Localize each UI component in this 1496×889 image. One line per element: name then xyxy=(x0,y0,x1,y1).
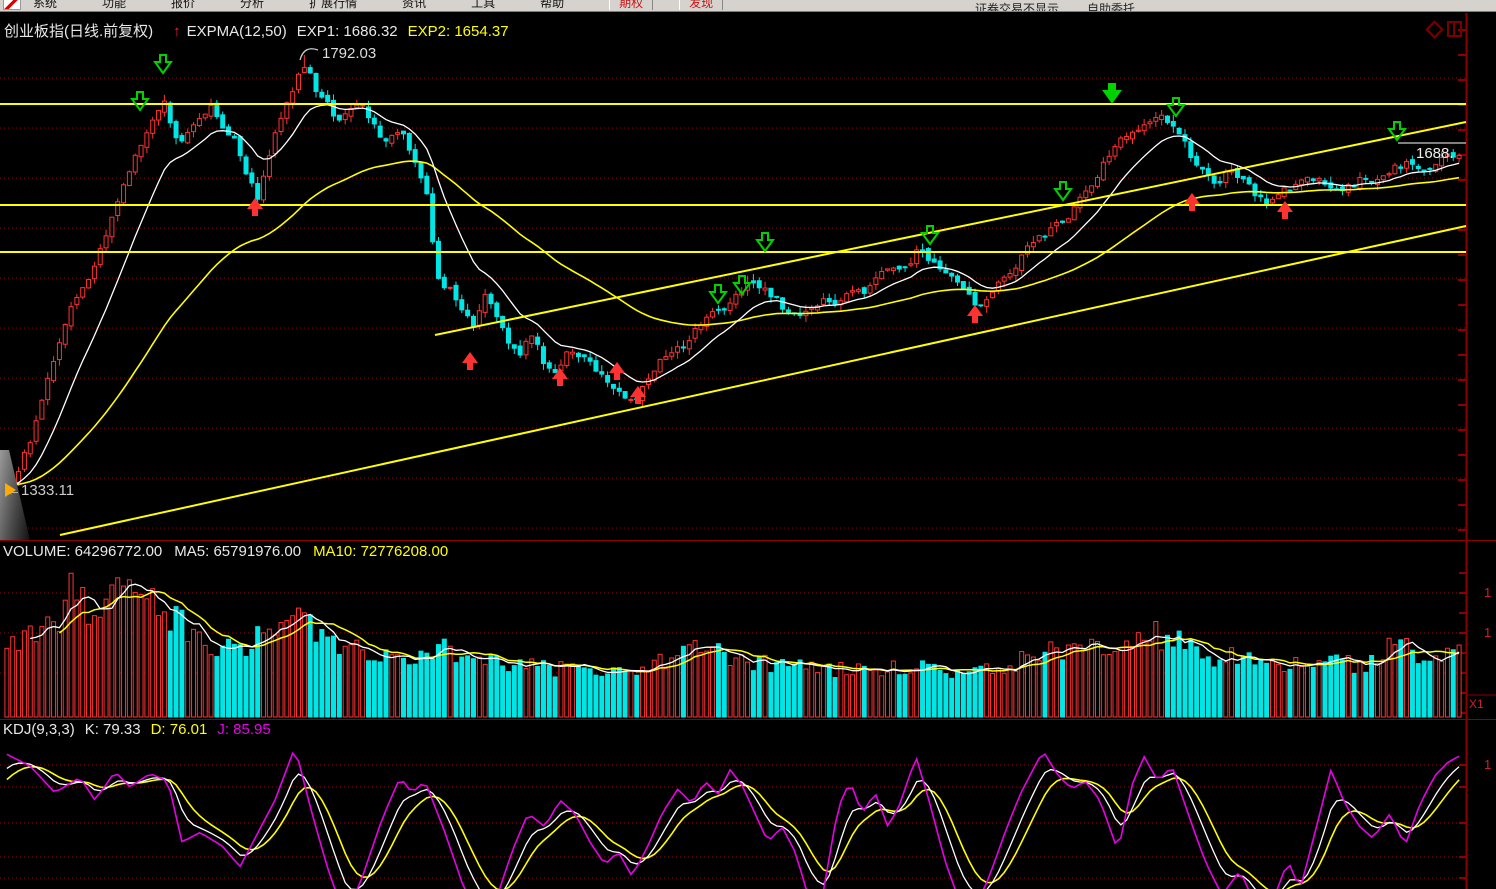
last-price-label: 1688. xyxy=(1416,145,1454,162)
menu-item-期权[interactable]: 期权 xyxy=(609,0,654,10)
volume-axis-label-1: 1 xyxy=(1484,585,1492,600)
symbol-title: 创业板指(日线.前复权) xyxy=(4,23,154,40)
kdj-name[interactable]: KDJ(9,3,3) xyxy=(3,721,75,738)
menu-items: 系统 功能 报价 分析 扩展行情 资讯 工具 帮助 期权 发现 xyxy=(33,0,749,10)
menu-item-系统[interactable]: 系统 xyxy=(33,0,58,10)
window-tool-icon[interactable] xyxy=(1447,21,1462,37)
volume-axis-label-2: 1 xyxy=(1484,625,1492,640)
menu-item-报价[interactable]: 报价 xyxy=(171,0,196,10)
volume-header: VOLUME: 64296772.00 MA5: 65791976.00 MA10:… xyxy=(3,543,448,560)
indicator-name[interactable]: EXPMA(12,50) xyxy=(186,23,287,40)
kdj-j-value: J: 85.95 xyxy=(217,721,271,738)
peak-price-label: 1792.03 xyxy=(322,45,377,62)
volume-value: VOLUME: 64296772.00 xyxy=(3,543,163,560)
menu-item-工具[interactable]: 工具 xyxy=(471,0,496,10)
expand-arrow-icon[interactable] xyxy=(5,483,16,497)
kdj-d-value: D: 76.01 xyxy=(150,721,208,738)
status-text: 证券交易不显示 自助委托 xyxy=(975,0,1163,12)
volume-panel[interactable] xyxy=(0,541,1466,719)
up-arrow-icon: ↑ xyxy=(173,23,181,40)
low-price-label: ←1333.11 xyxy=(6,482,75,499)
volume-unit-label: X1 xyxy=(1469,697,1484,711)
menu-item-发现[interactable]: 发现 xyxy=(679,0,724,10)
exp1-value: EXP1: 1686.32 xyxy=(296,23,398,40)
menu-item-资讯[interactable]: 资讯 xyxy=(402,0,427,10)
menu-bar: 系统 功能 报价 分析 扩展行情 资讯 工具 帮助 期权 发现 证券交易不显示 自助委托 xyxy=(0,0,1496,12)
chart-title-row: 创业板指(日线.前复权) ↑ EXPMA(12,50) EXP1: 1686.32 EX… xyxy=(4,20,509,41)
kdj-k-value: K: 79.33 xyxy=(84,721,141,738)
volume-ma5: MA5: 65791976.00 xyxy=(174,543,302,560)
menu-item-分析[interactable]: 分析 xyxy=(240,0,265,10)
menu-item-帮助[interactable]: 帮助 xyxy=(540,0,565,10)
status-trade-hint: 证券交易不显示 xyxy=(975,2,1060,12)
status-entrust-hint: 自助委托 xyxy=(1087,2,1136,12)
kdj-axis-label: 1 xyxy=(1484,757,1492,772)
volume-ma10: MA10: 72776208.00 xyxy=(313,543,449,560)
menu-item-扩展行情[interactable]: 扩展行情 xyxy=(309,0,358,10)
main-chart-panel[interactable] xyxy=(0,13,1466,540)
exp2-value: EXP2: 1654.37 xyxy=(407,23,509,40)
kdj-panel[interactable] xyxy=(0,720,1466,889)
menu-item-功能[interactable]: 功能 xyxy=(102,0,127,10)
kdj-header: KDJ(9,3,3) K: 79.33 D: 76.01 J: 85.95 xyxy=(3,721,271,738)
app-icon[interactable] xyxy=(3,0,21,11)
